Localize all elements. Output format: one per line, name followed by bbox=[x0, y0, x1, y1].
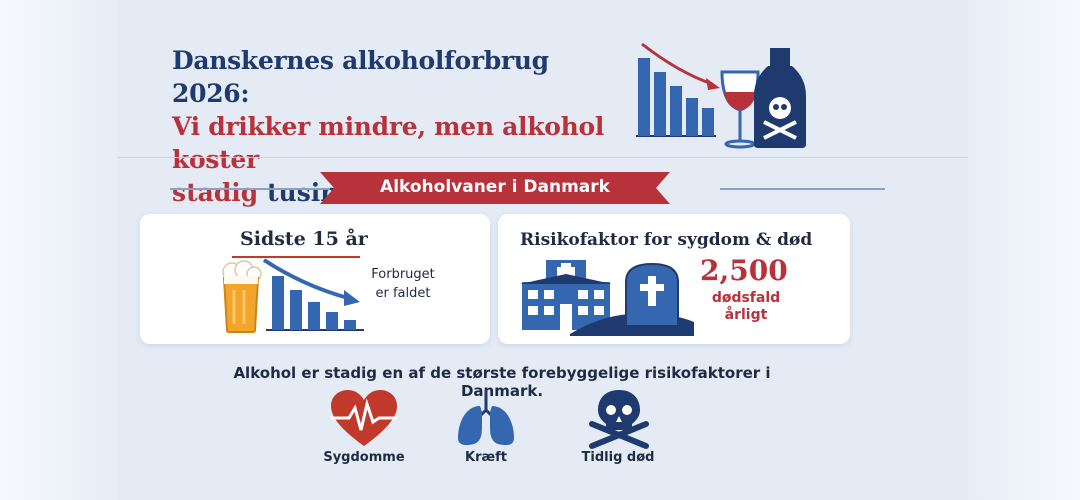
section-banner: Alkoholvaner i Danmark bbox=[320, 172, 670, 204]
skull-crossbones-icon bbox=[589, 390, 649, 449]
banner-label: Alkoholvaner i Danmark bbox=[380, 177, 610, 197]
card-left-title-underline bbox=[232, 256, 360, 258]
deaths-label-line-2: årligt bbox=[724, 307, 768, 323]
consumption-note-line-1: Forbruget bbox=[371, 267, 435, 282]
down-arrow-icon bbox=[641, 42, 720, 90]
header-illustration bbox=[636, 42, 806, 149]
risk-statement: Alkohol er stadig en af de største foreb… bbox=[233, 364, 771, 400]
label-kraeft: Kræft bbox=[465, 450, 507, 465]
card-left-title: Sidste 15 år bbox=[240, 228, 368, 250]
heart-pulse-icon bbox=[331, 390, 397, 446]
headline-line-2: Vi drikker mindre, men alkohol koster bbox=[172, 112, 605, 174]
down-arrow-icon bbox=[262, 258, 360, 306]
label-tidlig-doed: Tidlig død bbox=[581, 450, 655, 465]
declining-bar-chart-icon bbox=[262, 258, 364, 331]
deaths-count: 2,500 bbox=[700, 254, 788, 287]
deaths-label-line-1: dødsfald bbox=[711, 290, 781, 306]
gravestone-icon bbox=[570, 262, 694, 336]
deaths-label: dødsfald årligt bbox=[706, 290, 786, 324]
consumption-note: Forbruget er faldet bbox=[358, 265, 448, 303]
lungs-icon bbox=[458, 390, 514, 446]
banner-rule-left bbox=[170, 188, 330, 190]
declining-bar-chart-icon bbox=[636, 58, 716, 137]
banner-rule-right bbox=[720, 188, 885, 190]
wine-glass-icon bbox=[720, 70, 760, 149]
section-divider bbox=[118, 157, 968, 158]
label-sygdomme: Sygdomme bbox=[323, 450, 405, 465]
ribbon-shape bbox=[320, 172, 670, 204]
card-right-title: Risikofaktor for sygdom & død bbox=[520, 230, 813, 250]
poison-bottle-icon bbox=[754, 48, 806, 148]
beer-glass-icon bbox=[222, 260, 262, 333]
headline-line-1: Danskernes alkoholforbrug 2026: bbox=[172, 46, 549, 108]
headline-red-word: stadig bbox=[172, 178, 259, 207]
consumption-note-line-2: er faldet bbox=[375, 286, 431, 301]
